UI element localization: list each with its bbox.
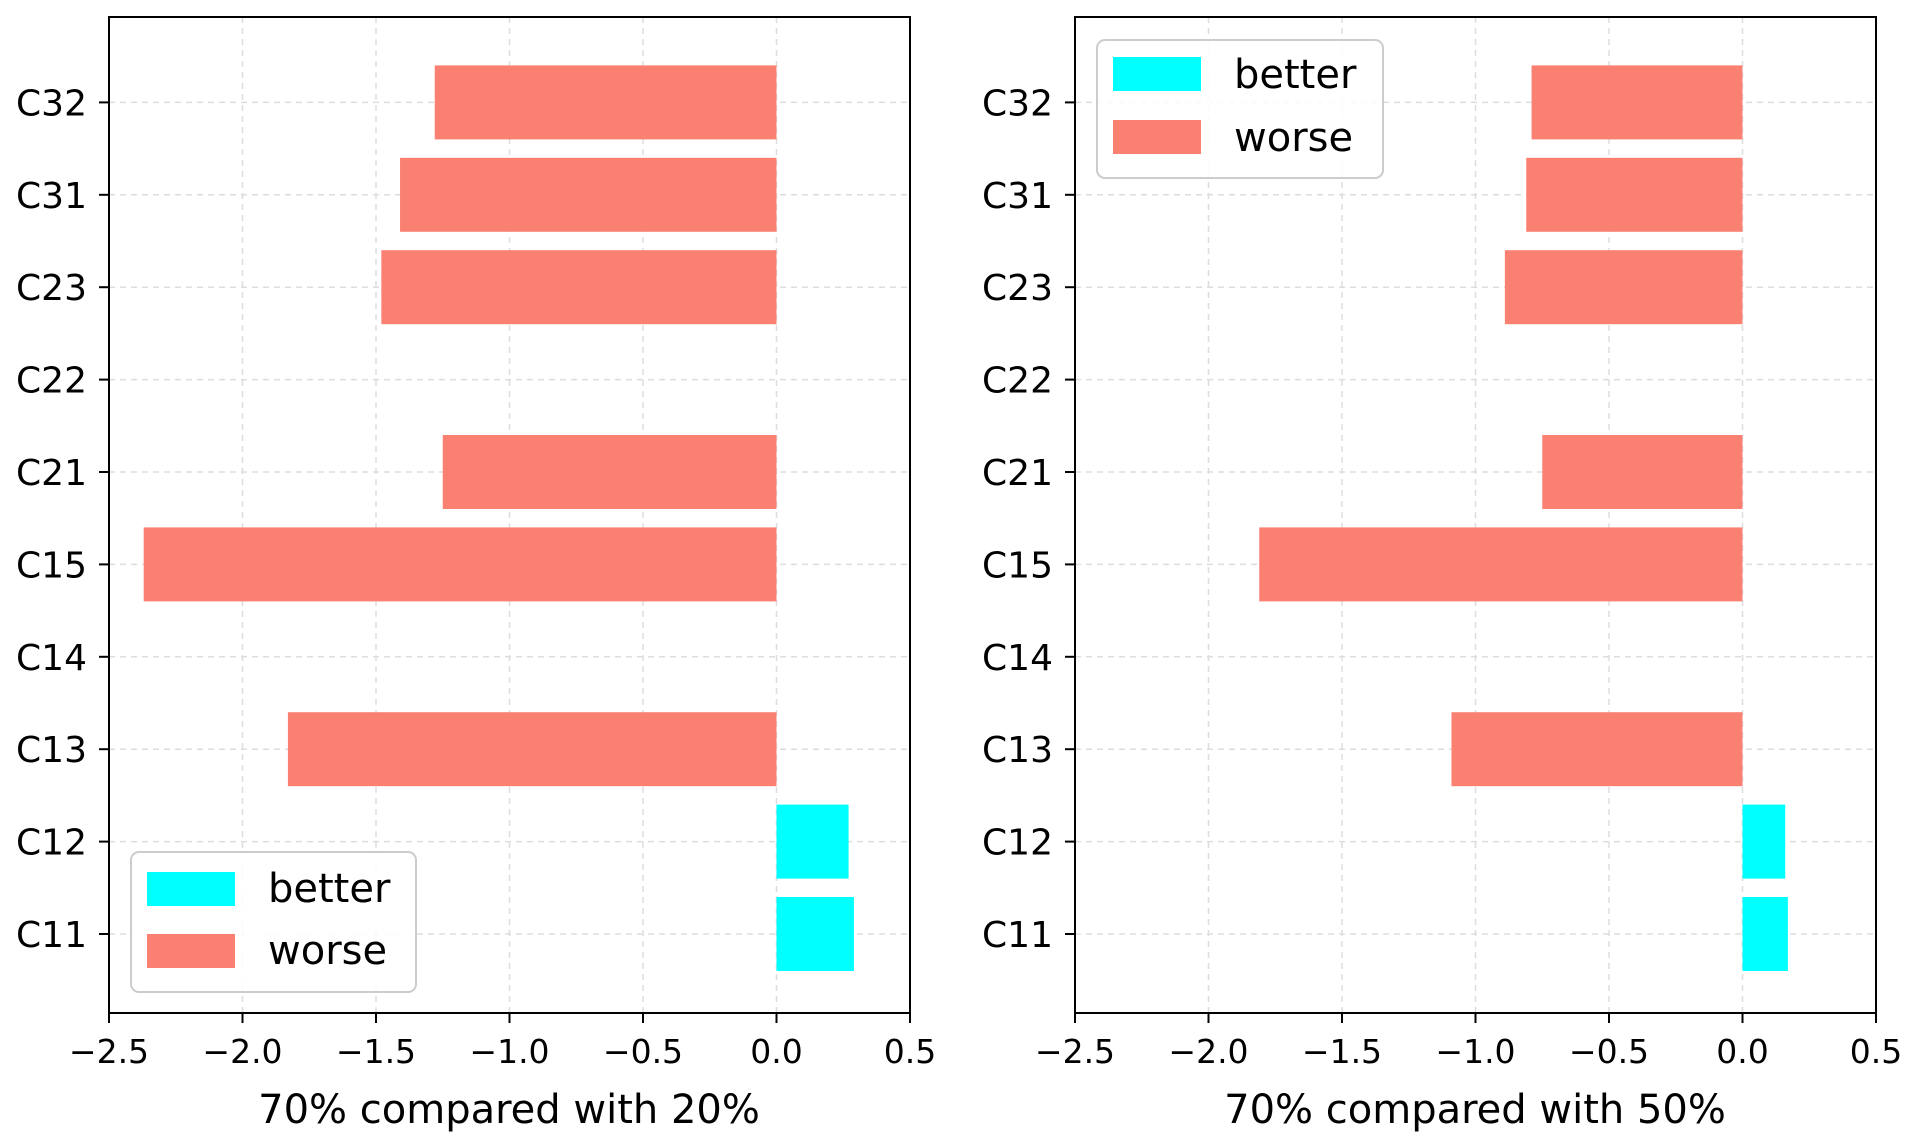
x-axis-label-right: 70% compared with 50%	[1224, 1087, 1726, 1133]
x-tick-label-left: −2.0	[202, 1032, 282, 1071]
y-tick-label-right: C21	[982, 453, 1053, 494]
bar-c32-left	[434, 65, 777, 140]
x-tick-label-left: −2.5	[69, 1032, 149, 1071]
y-tick-label-left: C14	[16, 638, 87, 679]
legend-swatch-better-left	[147, 872, 235, 906]
x-axis-label-left: 70% compared with 20%	[258, 1087, 760, 1133]
y-tick-label-left: C32	[16, 83, 87, 124]
y-tick-label-left: C31	[16, 176, 87, 217]
x-tick-label-right: −0.5	[1569, 1032, 1649, 1071]
x-tick-label-right: −2.0	[1168, 1032, 1248, 1071]
x-tick-label-left: −1.0	[469, 1032, 549, 1071]
y-tick-label-right: C14	[982, 638, 1053, 679]
bar-c13-right	[1451, 712, 1743, 787]
y-tick-label-right: C22	[982, 361, 1053, 402]
bar-c23-right	[1504, 250, 1743, 325]
bar-c32-right	[1531, 65, 1743, 140]
x-tick-label-left: −0.5	[603, 1032, 683, 1071]
x-tick-label-right: −1.0	[1435, 1032, 1515, 1071]
bar-c15-right	[1259, 527, 1743, 602]
y-tick-label-right: C32	[982, 83, 1053, 124]
y-ticks-right: C11 C12 C13 C14 C15 C21 C22 C23 C31 C32	[982, 83, 1075, 956]
y-tick-label-left: C12	[16, 823, 87, 864]
x-tick-label-right: 0.0	[1716, 1032, 1768, 1071]
x-ticks-left: −2.5 −2.0 −1.5 −1.0 −0.5 0.0 0.5	[69, 1013, 936, 1071]
y-tick-label-right: C23	[982, 268, 1053, 309]
bar-c31-right	[1526, 157, 1743, 232]
legend-label-worse-right: worse	[1234, 115, 1353, 161]
legend-left: better worse	[130, 851, 417, 993]
x-ticks-right: −2.5 −2.0 −1.5 −1.0 −0.5 0.0 0.5	[1035, 1013, 1902, 1071]
legend-right: better worse	[1096, 39, 1384, 179]
y-ticks-left: C11 C12 C13 C14 C15 C21 C22 C23 C31 C32	[16, 83, 109, 956]
y-tick-label-left: C23	[16, 268, 87, 309]
bar-c11-left	[776, 897, 854, 971]
x-tick-label-right: −2.5	[1035, 1032, 1115, 1071]
legend-swatch-worse-left	[147, 934, 235, 968]
y-tick-label-right: C13	[982, 730, 1053, 771]
x-tick-label-right: 0.5	[1850, 1032, 1902, 1071]
x-tick-label-left: −1.5	[336, 1032, 416, 1071]
y-tick-label-left: C22	[16, 361, 87, 402]
legend-label-better-right: better	[1234, 52, 1357, 98]
bar-c12-left	[776, 804, 849, 879]
bar-c21-right	[1542, 435, 1743, 509]
legend-label-better-left: better	[268, 866, 391, 912]
x-tick-label-left: 0.0	[750, 1032, 802, 1071]
x-tick-label-right: −1.5	[1302, 1032, 1382, 1071]
y-tick-label-right: C11	[982, 915, 1053, 956]
x-tick-label-left: 0.5	[884, 1032, 936, 1071]
y-tick-label-right: C12	[982, 823, 1053, 864]
bar-c11-right	[1742, 897, 1788, 971]
bars-left	[143, 65, 854, 971]
bars-right	[1259, 65, 1788, 971]
bar-c21-left	[442, 435, 777, 509]
bar-c13-left	[287, 712, 777, 787]
bar-c12-right	[1742, 804, 1786, 879]
y-tick-label-left: C15	[16, 545, 87, 586]
legend-swatch-worse-right	[1113, 120, 1201, 154]
bar-c23-left	[381, 250, 777, 325]
y-tick-label-right: C15	[982, 545, 1053, 586]
y-tick-label-left: C13	[16, 730, 87, 771]
y-tick-label-right: C31	[982, 176, 1053, 217]
y-tick-label-left: C11	[16, 915, 87, 956]
legend-label-worse-left: worse	[268, 928, 387, 974]
bar-c15-left	[143, 527, 777, 602]
y-tick-label-left: C21	[16, 453, 87, 494]
bar-c31-left	[400, 157, 777, 232]
legend-swatch-better-right	[1113, 57, 1201, 91]
